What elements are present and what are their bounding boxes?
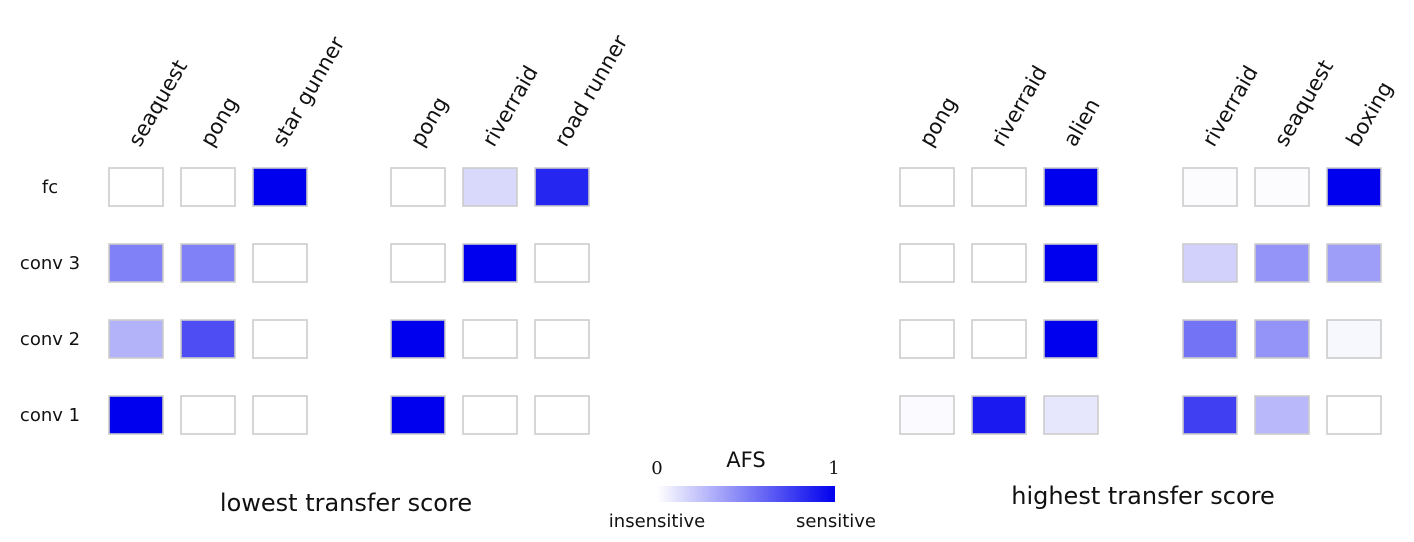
heatmap-cell <box>1043 167 1099 207</box>
heatmap-cell <box>899 243 955 283</box>
section-label-highest: highest transfer score <box>1011 482 1275 510</box>
heatmap-cell <box>1254 319 1310 359</box>
heatmap-cell <box>1043 243 1099 283</box>
row-label: conv 3 <box>20 253 80 274</box>
column-label: riverraid <box>478 62 543 151</box>
heatmap-cell <box>1043 319 1099 359</box>
heatmap-cell <box>252 395 308 435</box>
heatmap-cell <box>534 319 590 359</box>
heatmap-cell <box>180 167 236 207</box>
column-label: seaquest <box>124 56 193 151</box>
colorbar-high-label: sensitive <box>796 511 876 532</box>
heatmap-cell <box>180 243 236 283</box>
heatmap-cell <box>462 395 518 435</box>
heatmap-cell <box>390 395 446 435</box>
heatmap-cell <box>971 243 1027 283</box>
row-label: fc <box>42 177 58 198</box>
column-label: pong <box>196 93 243 151</box>
column-label: boxing <box>1342 77 1398 150</box>
column-label: star gunner <box>268 32 350 150</box>
heatmap-cell <box>971 167 1027 207</box>
heatmap-cell <box>1043 395 1099 435</box>
column-label: pong <box>915 93 962 151</box>
column-label: pong <box>406 93 453 151</box>
section-label-lowest: lowest transfer score <box>220 489 472 517</box>
heatmap-cell <box>534 395 590 435</box>
colorbar-gradient <box>657 486 835 502</box>
column-label: road runner <box>550 31 633 151</box>
heatmap-cell <box>1254 395 1310 435</box>
heatmap-cell <box>462 167 518 207</box>
column-label: seaquest <box>1270 56 1339 151</box>
heatmap-cells <box>108 167 1382 435</box>
heatmap-cell <box>1182 395 1238 435</box>
heatmap-cell <box>971 395 1027 435</box>
row-label: conv 1 <box>20 405 80 426</box>
heatmap-cell <box>108 167 164 207</box>
heatmap-cell <box>1326 167 1382 207</box>
heatmap-cell <box>180 319 236 359</box>
column-labels: seaquest pong star gunner pong riverraid road… <box>124 31 1398 151</box>
heatmap-cell <box>252 167 308 207</box>
colorbar-max-label: 1 <box>828 458 839 479</box>
colorbar-low-label: insensitive <box>609 511 705 532</box>
heatmap-cell <box>1326 395 1382 435</box>
heatmap-cell <box>108 243 164 283</box>
heatmap-cell <box>390 167 446 207</box>
row-labels: fc conv 3 conv 2 conv 1 <box>20 177 80 426</box>
heatmap-cell <box>462 319 518 359</box>
row-label: conv 2 <box>20 329 80 350</box>
heatmap-cell <box>971 319 1027 359</box>
heatmap-cell <box>1326 243 1382 283</box>
heatmap-cell <box>252 319 308 359</box>
heatmap-cell <box>1254 167 1310 207</box>
heatmap-cell <box>899 319 955 359</box>
heatmap-cell <box>1254 243 1310 283</box>
heatmap-cell <box>899 395 955 435</box>
heatmap-cell <box>1326 319 1382 359</box>
heatmap-cell <box>108 319 164 359</box>
colorbar: AFS 0 1 insensitive sensitive <box>609 448 876 532</box>
heatmap-cell <box>180 395 236 435</box>
heatmap-cell <box>534 243 590 283</box>
heatmap-cell <box>1182 319 1238 359</box>
column-label: riverraid <box>1198 62 1263 151</box>
colorbar-min-label: 0 <box>651 458 662 479</box>
heatmap-cell <box>252 243 308 283</box>
heatmap-cell <box>899 167 955 207</box>
heatmap-cell <box>534 167 590 207</box>
heatmap-cell <box>1182 167 1238 207</box>
column-label: alien <box>1059 95 1105 151</box>
heatmap-cell <box>1182 243 1238 283</box>
heatmap-cell <box>462 243 518 283</box>
colorbar-title: AFS <box>726 448 765 472</box>
heatmap-cell <box>108 395 164 435</box>
heatmap-cell <box>390 319 446 359</box>
column-label: riverraid <box>987 62 1052 151</box>
heatmap-cell <box>390 243 446 283</box>
